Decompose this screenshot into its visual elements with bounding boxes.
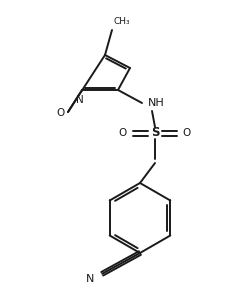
Text: NH: NH <box>147 98 164 108</box>
Text: N: N <box>76 95 84 105</box>
Text: O: O <box>118 128 127 138</box>
Text: O: O <box>182 128 190 138</box>
Text: S: S <box>150 127 158 140</box>
Text: N: N <box>85 274 94 284</box>
Text: CH₃: CH₃ <box>114 17 130 26</box>
Text: O: O <box>57 108 65 118</box>
